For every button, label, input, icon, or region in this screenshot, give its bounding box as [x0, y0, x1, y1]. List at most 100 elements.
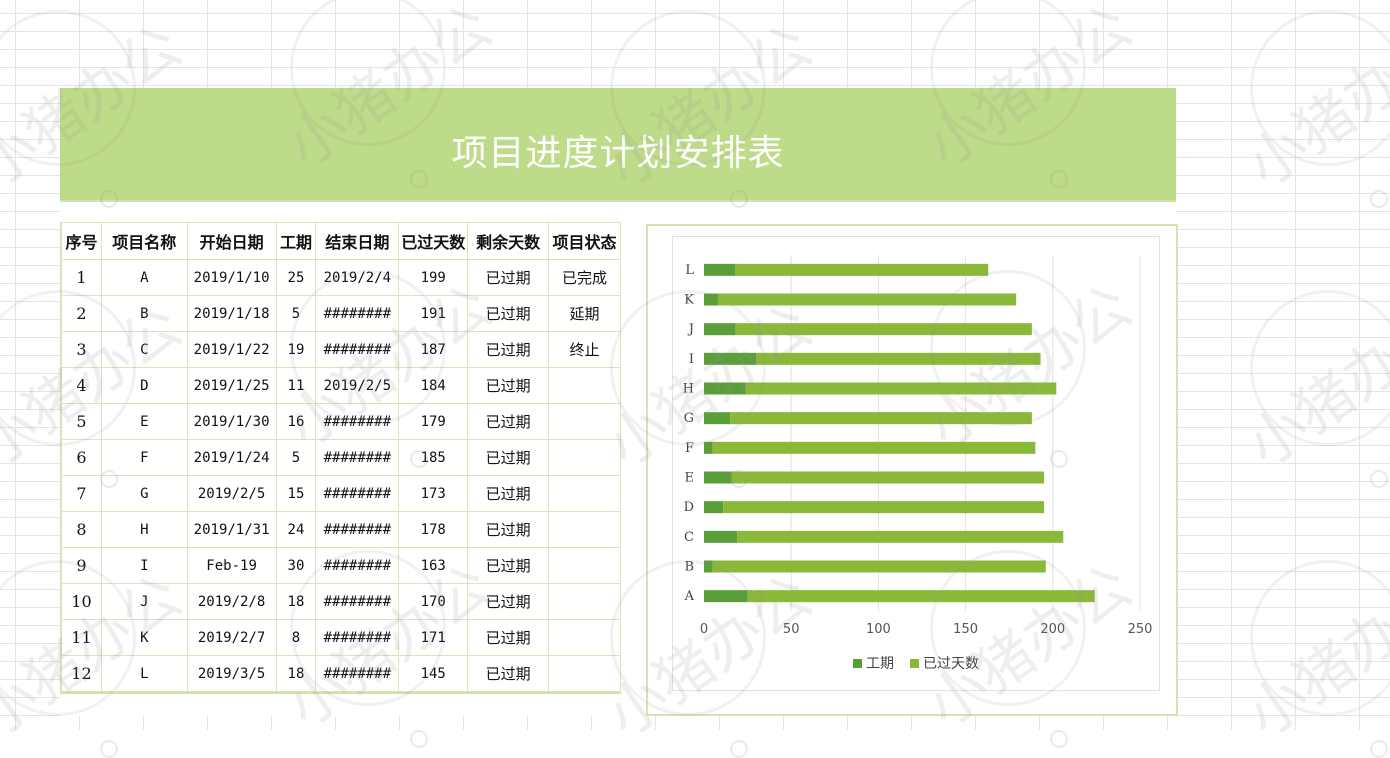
cell-remaining-days[interactable]: 已过期 — [467, 331, 550, 368]
cell-start-date[interactable]: 2019/2/7 — [186, 619, 277, 656]
cell-project-status[interactable] — [548, 547, 621, 584]
cell-duration[interactable]: 11 — [275, 367, 317, 404]
cell-end-date[interactable]: ######## — [315, 583, 400, 620]
cell-remaining-days[interactable]: 已过期 — [467, 655, 550, 692]
cell-duration[interactable]: 25 — [275, 259, 317, 296]
cell-project-name[interactable]: J — [100, 583, 188, 620]
column-header-elapsed-days[interactable]: 已过天数 — [398, 222, 469, 260]
cell-seq[interactable]: 3 — [61, 331, 102, 368]
cell-seq[interactable]: 12 — [61, 655, 102, 692]
cell-seq[interactable]: 4 — [61, 367, 102, 404]
column-header-seq[interactable]: 序号 — [61, 222, 102, 260]
cell-end-date[interactable]: ######## — [315, 295, 400, 332]
cell-duration[interactable]: 18 — [275, 583, 317, 620]
cell-start-date[interactable]: 2019/1/18 — [186, 295, 277, 332]
cell-elapsed-days[interactable]: 171 — [398, 619, 469, 656]
cell-project-name[interactable]: D — [100, 367, 188, 404]
cell-start-date[interactable]: 2019/3/5 — [186, 655, 277, 692]
cell-remaining-days[interactable]: 已过期 — [467, 547, 550, 584]
cell-end-date[interactable]: ######## — [315, 403, 400, 440]
cell-elapsed-days[interactable]: 185 — [398, 439, 469, 476]
cell-start-date[interactable]: 2019/1/25 — [186, 367, 277, 404]
cell-duration[interactable]: 24 — [275, 511, 317, 548]
cell-remaining-days[interactable]: 已过期 — [467, 619, 550, 656]
cell-project-status[interactable] — [548, 583, 621, 620]
cell-start-date[interactable]: 2019/1/31 — [186, 511, 277, 548]
cell-project-name[interactable]: A — [100, 259, 188, 296]
cell-seq[interactable]: 8 — [61, 511, 102, 548]
cell-project-name[interactable]: G — [100, 475, 188, 512]
cell-start-date[interactable]: 2019/1/10 — [186, 259, 277, 296]
cell-seq[interactable]: 10 — [61, 583, 102, 620]
cell-remaining-days[interactable]: 已过期 — [467, 403, 550, 440]
cell-project-status[interactable] — [548, 475, 621, 512]
cell-elapsed-days[interactable]: 199 — [398, 259, 469, 296]
cell-end-date[interactable]: ######## — [315, 655, 400, 692]
cell-remaining-days[interactable]: 已过期 — [467, 511, 550, 548]
cell-start-date[interactable]: 2019/1/30 — [186, 403, 277, 440]
cell-start-date[interactable]: 2019/1/22 — [186, 331, 277, 368]
cell-start-date[interactable]: Feb-19 — [186, 547, 277, 584]
cell-elapsed-days[interactable]: 184 — [398, 367, 469, 404]
column-header-remaining-days[interactable]: 剩余天数 — [467, 222, 550, 260]
cell-seq[interactable]: 9 — [61, 547, 102, 584]
cell-seq[interactable]: 2 — [61, 295, 102, 332]
cell-seq[interactable]: 1 — [61, 259, 102, 296]
cell-project-name[interactable]: E — [100, 403, 188, 440]
cell-end-date[interactable]: 2019/2/4 — [315, 259, 400, 296]
cell-duration[interactable]: 5 — [275, 295, 317, 332]
cell-elapsed-days[interactable]: 163 — [398, 547, 469, 584]
cell-project-status[interactable]: 已完成 — [548, 259, 621, 296]
cell-elapsed-days[interactable]: 179 — [398, 403, 469, 440]
cell-end-date[interactable]: ######## — [315, 619, 400, 656]
cell-elapsed-days[interactable]: 170 — [398, 583, 469, 620]
column-header-duration[interactable]: 工期 — [275, 222, 317, 260]
cell-elapsed-days[interactable]: 145 — [398, 655, 469, 692]
cell-remaining-days[interactable]: 已过期 — [467, 439, 550, 476]
cell-project-status[interactable] — [548, 619, 621, 656]
cell-start-date[interactable]: 2019/1/24 — [186, 439, 277, 476]
cell-remaining-days[interactable]: 已过期 — [467, 295, 550, 332]
cell-duration[interactable]: 15 — [275, 475, 317, 512]
cell-end-date[interactable]: ######## — [315, 547, 400, 584]
cell-start-date[interactable]: 2019/2/8 — [186, 583, 277, 620]
cell-project-name[interactable]: F — [100, 439, 188, 476]
cell-project-name[interactable]: K — [100, 619, 188, 656]
cell-project-status[interactable] — [548, 439, 621, 476]
cell-duration[interactable]: 8 — [275, 619, 317, 656]
cell-elapsed-days[interactable]: 191 — [398, 295, 469, 332]
cell-remaining-days[interactable]: 已过期 — [467, 259, 550, 296]
cell-end-date[interactable]: ######## — [315, 475, 400, 512]
cell-start-date[interactable]: 2019/2/5 — [186, 475, 277, 512]
cell-project-status[interactable] — [548, 367, 621, 404]
cell-project-name[interactable]: L — [100, 655, 188, 692]
cell-remaining-days[interactable]: 已过期 — [467, 367, 550, 404]
chart-frame[interactable]: 0 50 100 150 200 250 A B C D E F G H I J K L 工期 已过天数 — [646, 224, 1178, 716]
cell-seq[interactable]: 6 — [61, 439, 102, 476]
cell-project-status[interactable] — [548, 655, 621, 692]
cell-project-status[interactable] — [548, 511, 621, 548]
chart-plot-area[interactable]: 0 50 100 150 200 250 A B C D E F G H I J K L 工期 已过天数 — [672, 236, 1160, 691]
column-header-start-date[interactable]: 开始日期 — [186, 222, 277, 260]
cell-end-date[interactable]: ######## — [315, 331, 400, 368]
cell-remaining-days[interactable]: 已过期 — [467, 475, 550, 512]
cell-seq[interactable]: 7 — [61, 475, 102, 512]
cell-remaining-days[interactable]: 已过期 — [467, 583, 550, 620]
cell-end-date[interactable]: 2019/2/5 — [315, 367, 400, 404]
cell-project-status[interactable]: 终止 — [548, 331, 621, 368]
cell-project-status[interactable]: 延期 — [548, 295, 621, 332]
cell-duration[interactable]: 19 — [275, 331, 317, 368]
cell-project-status[interactable] — [548, 403, 621, 440]
column-header-end-date[interactable]: 结束日期 — [315, 222, 400, 260]
cell-duration[interactable]: 30 — [275, 547, 317, 584]
cell-project-name[interactable]: H — [100, 511, 188, 548]
cell-project-name[interactable]: B — [100, 295, 188, 332]
cell-elapsed-days[interactable]: 173 — [398, 475, 469, 512]
cell-duration[interactable]: 18 — [275, 655, 317, 692]
cell-end-date[interactable]: ######## — [315, 439, 400, 476]
column-header-project-status[interactable]: 项目状态 — [548, 222, 621, 260]
cell-duration[interactable]: 16 — [275, 403, 317, 440]
title-banner[interactable]: 项目进度计划安排表 — [60, 88, 1176, 202]
cell-project-name[interactable]: C — [100, 331, 188, 368]
cell-seq[interactable]: 11 — [61, 619, 102, 656]
